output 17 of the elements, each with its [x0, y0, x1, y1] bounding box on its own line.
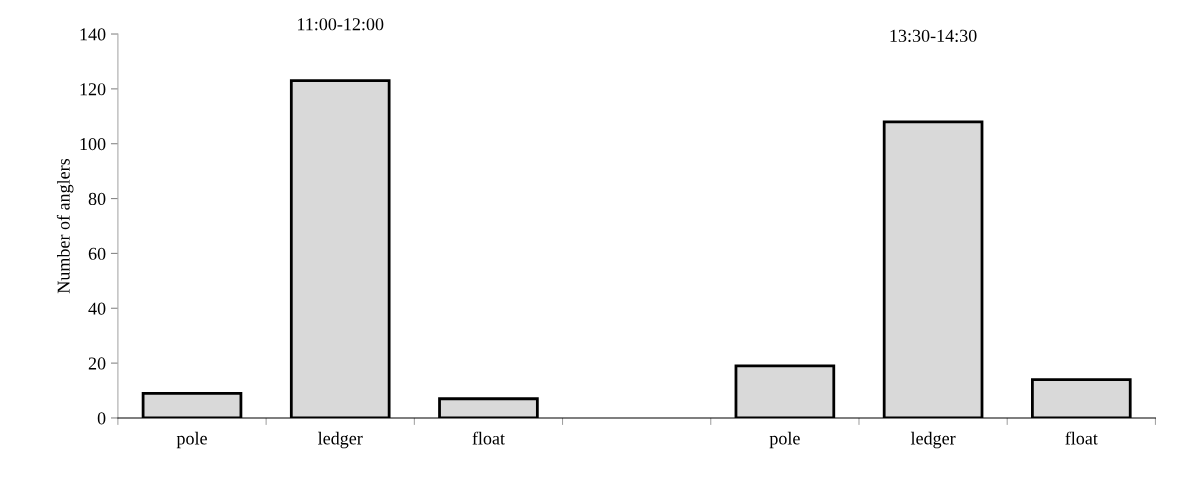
x-tick-label: pole: [176, 431, 207, 449]
y-tick-label: 140: [80, 28, 106, 41]
y-tick-label: 60: [88, 247, 106, 260]
y-tick-label: 0: [97, 412, 106, 425]
y-tick-label: 80: [88, 192, 106, 206]
x-tick-label: float: [1065, 431, 1098, 445]
y-tick-label: 40: [88, 302, 106, 315]
x-tick-label: ledger: [910, 431, 956, 449]
x-tick-label: pole: [769, 431, 800, 449]
text: 11:00-12:00: [298, 18, 384, 31]
y-tick-label: 100: [80, 137, 106, 151]
y-tick-label: 20: [88, 357, 106, 370]
y-tick-label: 120: [80, 83, 106, 96]
x-tick-label: ledger: [318, 431, 363, 449]
x-tick-label: float: [472, 431, 505, 445]
y-axis-title: Number of anglers: [56, 158, 74, 294]
annotation: 13:30-14:30: [890, 29, 977, 42]
